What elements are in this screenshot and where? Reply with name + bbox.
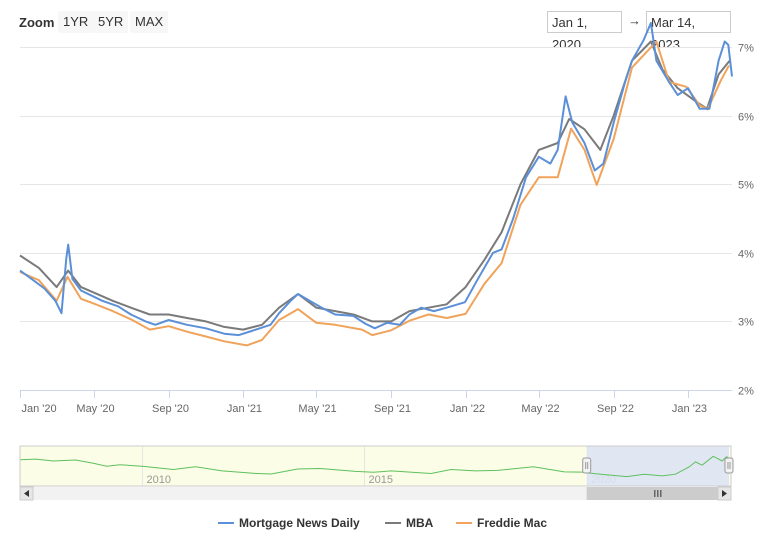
legend-item-mortgage-news-daily[interactable]: Mortgage News Daily <box>218 516 360 530</box>
navigator-tick-label: 2015 <box>369 474 393 486</box>
legend-swatch-mba <box>385 521 401 524</box>
x-tick-label: Sep '21 <box>374 403 411 415</box>
series-lines <box>19 22 733 347</box>
legend-label: MBA <box>406 516 434 530</box>
x-tick-label: May '21 <box>298 403 336 415</box>
navigator-series-line <box>19 455 730 478</box>
series-line-mortgage-news-daily <box>19 22 733 337</box>
navigator[interactable]: 201020152020 <box>19 445 734 501</box>
legend-label: Mortgage News Daily <box>239 516 360 530</box>
navigator-right-handle[interactable] <box>724 457 734 474</box>
navigator-tick-label: 2010 <box>147 474 171 486</box>
date-range-arrow: → <box>628 13 641 28</box>
scrollbar-left-button[interactable] <box>19 486 34 501</box>
x-axis-ticks: Jan '20 May '20 Sep '20 Jan '21 May '21 Sep '… <box>20 390 707 415</box>
zoom-label: Zoom <box>19 15 55 30</box>
legend-swatch-mortgage-news-daily <box>218 521 234 524</box>
legend-swatch-freddie-mac <box>456 521 472 524</box>
x-tick-label: May '22 <box>521 403 559 415</box>
y-tick-label: 6% <box>738 112 754 124</box>
navigator-left-handle[interactable] <box>582 457 592 474</box>
legend-label: Freddie Mac <box>477 516 548 530</box>
zoom-5yr-button[interactable]: 5YR <box>93 11 129 33</box>
zoom-1yr-button[interactable]: 1YR <box>58 11 94 33</box>
series-line-freddie-mac <box>19 40 730 347</box>
date-to-input[interactable]: Mar 14, 2023 <box>646 11 731 52</box>
y-tick-label: 7% <box>738 43 754 55</box>
x-tick-label: Jan '21 <box>227 403 262 415</box>
navigator-selection[interactable] <box>586 446 729 486</box>
legend: Mortgage News Daily MBA Freddie Mac <box>0 512 767 534</box>
x-tick-label: Jan '23 <box>672 403 707 415</box>
x-tick-label: Jan '22 <box>450 403 485 415</box>
y-tick-label: 3% <box>738 317 754 329</box>
x-tick-label: Jan '20 <box>22 403 57 415</box>
scrollbar-track[interactable] <box>20 487 731 500</box>
x-tick-label: Sep '22 <box>597 403 634 415</box>
x-tick-label: Sep '20 <box>152 403 189 415</box>
y-tick-label: 4% <box>738 249 754 261</box>
zoom-max-button[interactable]: MAX <box>130 11 169 33</box>
y-tick-label: 5% <box>738 180 754 192</box>
y-tick-label: 2% <box>738 386 754 398</box>
legend-item-mba[interactable]: MBA <box>385 516 433 530</box>
y-axis-ticks: 2% 3% 4% 5% 6% 7% <box>738 43 754 398</box>
legend-item-freddie-mac[interactable]: Freddie Mac <box>456 516 547 530</box>
scrollbar-right-button[interactable] <box>717 486 732 501</box>
gridlines <box>20 47 732 391</box>
x-tick-label: May '20 <box>76 403 114 415</box>
mortgage-rates-chart: 2%3%4%5%6%7% Jan '20 May '20 Sep '20 Jan '2… <box>19 22 754 501</box>
plot-background <box>20 47 732 390</box>
